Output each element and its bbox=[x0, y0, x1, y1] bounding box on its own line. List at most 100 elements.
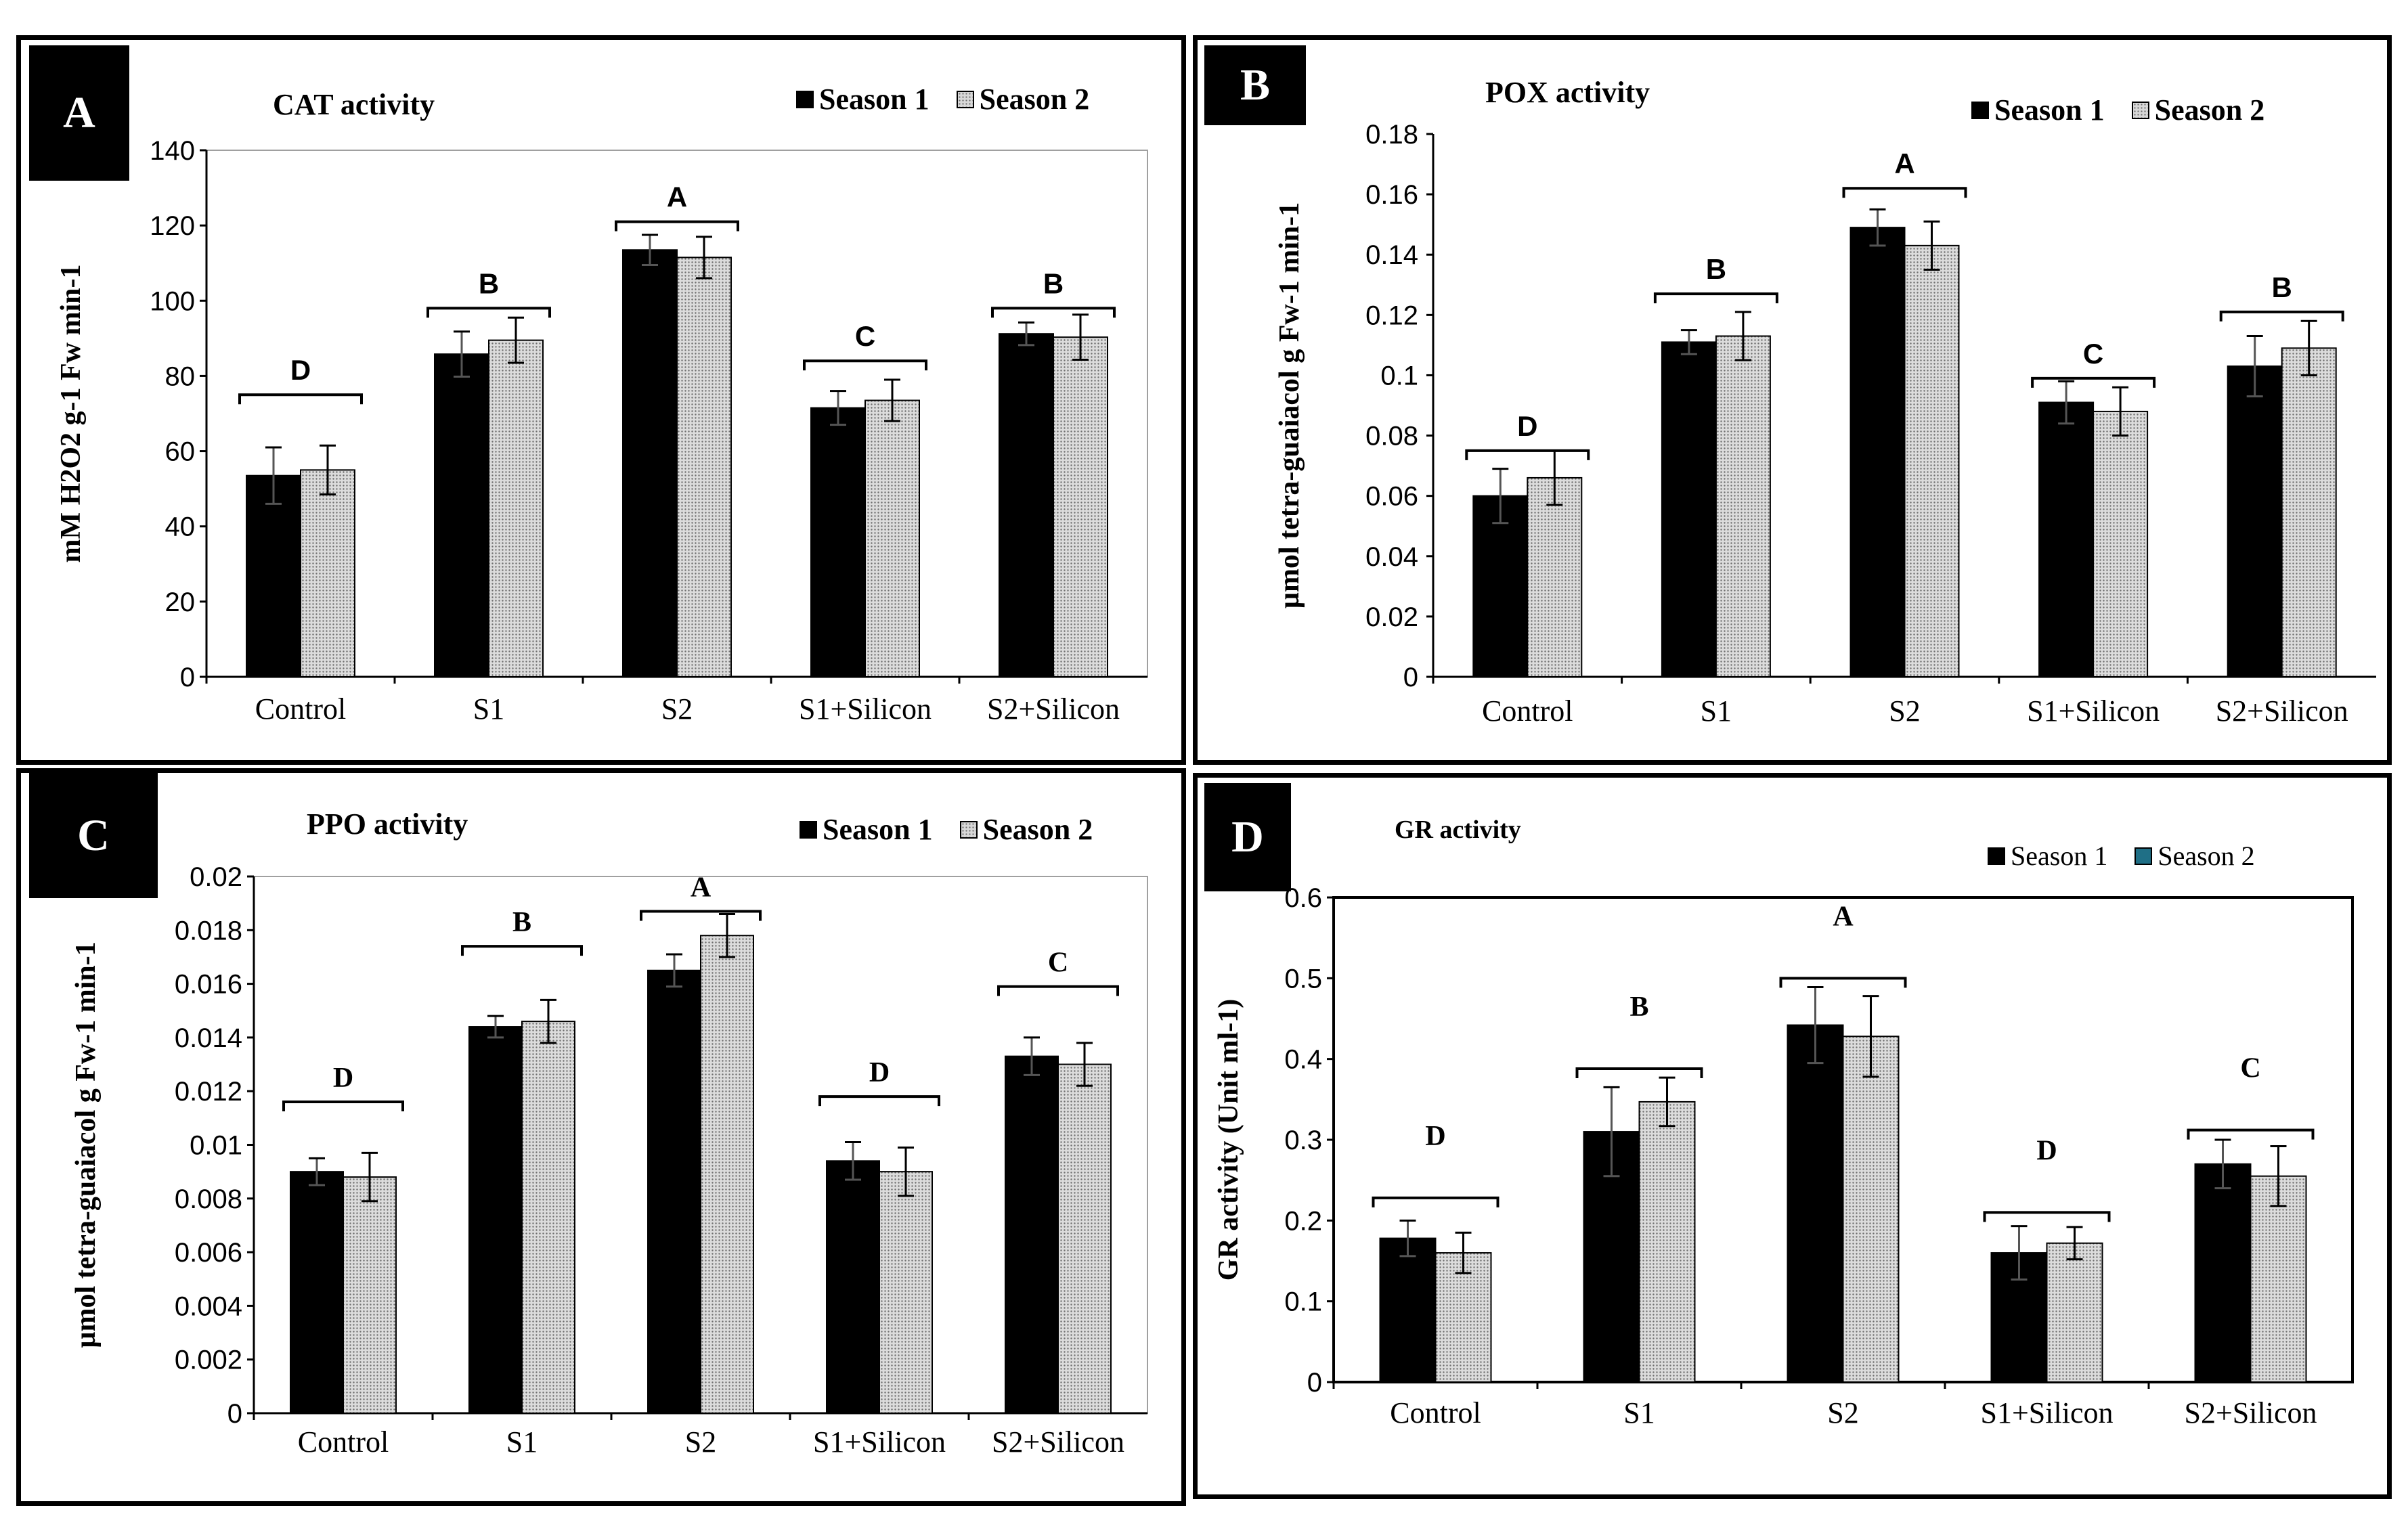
significance-bracket bbox=[461, 945, 583, 956]
legend-label-season-2: Season 2 bbox=[982, 813, 1093, 846]
panel-a: A CAT activity Season 1 Season 2 bbox=[16, 35, 1186, 765]
y-tick-label: 0 bbox=[1403, 663, 1418, 692]
y-tick-label: 0.16 bbox=[1365, 180, 1418, 210]
significance-bracket bbox=[426, 307, 551, 318]
significance-bracket bbox=[2219, 310, 2344, 321]
significance-letter: C bbox=[855, 320, 875, 352]
chart-title: POX activity bbox=[1485, 76, 1650, 109]
bar-season-2 bbox=[300, 469, 355, 677]
y-tick-label: 0.6 bbox=[1284, 883, 1322, 913]
category-label: Control bbox=[1390, 1396, 1481, 1429]
panel-c: C PPO activity Season 1 Season 2 bbox=[16, 768, 1186, 1506]
panel-label-b: B bbox=[1204, 45, 1306, 125]
y-tick-label: 0.02 bbox=[1365, 602, 1418, 632]
bar-season-2 bbox=[1904, 244, 1960, 678]
significance-bracket bbox=[818, 1095, 940, 1107]
y-tick-label: 80 bbox=[165, 361, 196, 391]
y-tick-label: 0.1 bbox=[1284, 1287, 1322, 1317]
category-label: S1+Silicon bbox=[2027, 694, 2160, 728]
category-label: S2 bbox=[1827, 1396, 1858, 1429]
bar-season-1 bbox=[1005, 1055, 1059, 1414]
significance-bracket bbox=[997, 985, 1119, 996]
significance-bracket bbox=[1842, 187, 1967, 198]
category-label: S1 bbox=[1701, 694, 1732, 728]
category-label: S2+Silicon bbox=[992, 1425, 1124, 1459]
category-label: Control bbox=[298, 1425, 389, 1459]
significance-bracket bbox=[282, 1101, 404, 1112]
bar-season-1 bbox=[1787, 1024, 1844, 1383]
legend-label-season-1: Season 1 bbox=[2011, 841, 2108, 871]
legend-swatch-season-2 bbox=[2135, 847, 2153, 865]
significance-letter: D bbox=[2036, 1135, 2057, 1166]
bar-season-2 bbox=[1715, 335, 1771, 677]
category-label: S1 bbox=[506, 1425, 538, 1459]
y-tick-label: 0.002 bbox=[175, 1346, 242, 1375]
y-tick-label: 140 bbox=[150, 136, 195, 166]
bar-season-2 bbox=[1527, 476, 1583, 678]
y-tick-label: 0.016 bbox=[175, 970, 242, 1000]
bar-season-1 bbox=[468, 1026, 523, 1415]
category-label: S2+Silicon bbox=[2216, 694, 2348, 728]
y-tick-label: 0.3 bbox=[1284, 1126, 1322, 1155]
y-tick-label: 0.5 bbox=[1284, 964, 1322, 994]
panel-label-c: C bbox=[29, 773, 158, 898]
bar-season-1 bbox=[1849, 227, 1906, 678]
significance-letter: C bbox=[1048, 948, 1068, 979]
bar-season-1 bbox=[2038, 401, 2095, 677]
panel-label-d: D bbox=[1204, 783, 1291, 891]
legend-label-season-1: Season 1 bbox=[823, 813, 933, 846]
y-tick-label: 0.4 bbox=[1284, 1045, 1322, 1075]
significance-letter: A bbox=[1833, 901, 1854, 932]
y-tick-label: 0.06 bbox=[1365, 482, 1418, 512]
bar-season-1 bbox=[246, 474, 301, 677]
y-tick-label: 0.2 bbox=[1284, 1206, 1322, 1236]
bar-season-2 bbox=[1053, 336, 1108, 677]
bar-season-1 bbox=[810, 407, 866, 678]
bar-season-1 bbox=[1661, 341, 1717, 677]
legend-label-season-2: Season 2 bbox=[2154, 93, 2265, 127]
significance-letter: D bbox=[869, 1057, 890, 1088]
significance-letter: D bbox=[333, 1063, 353, 1094]
bar-season-2 bbox=[1842, 1036, 1900, 1383]
legend-swatch-season-2 bbox=[956, 90, 974, 108]
significance-bracket bbox=[1779, 977, 1907, 988]
y-axis-label: mM H2O2 g-1 Fw min-1 bbox=[56, 265, 87, 563]
panel-label-a: A bbox=[29, 45, 129, 181]
category-label: S1+Silicon bbox=[1981, 1396, 2114, 1429]
legend-label-season-2: Season 2 bbox=[979, 83, 1090, 116]
bar-season-2 bbox=[2093, 410, 2149, 678]
significance-bracket bbox=[1372, 1196, 1499, 1207]
bar-season-2 bbox=[343, 1176, 397, 1414]
significance-letter: B bbox=[479, 267, 499, 299]
category-label: S1 bbox=[473, 692, 504, 726]
y-tick-label: 0.004 bbox=[175, 1291, 242, 1321]
y-tick-label: 0.006 bbox=[175, 1238, 242, 1268]
significance-letter: B bbox=[1629, 992, 1648, 1023]
significance-letter: C bbox=[2240, 1053, 2260, 1084]
bar-season-2 bbox=[676, 257, 732, 677]
y-tick-label: 0.14 bbox=[1365, 240, 1418, 270]
significance-bracket bbox=[1983, 1211, 2111, 1222]
category-label: S2 bbox=[685, 1425, 716, 1459]
significance-bracket bbox=[2031, 376, 2156, 388]
legend-label-season-1: Season 1 bbox=[1994, 93, 2105, 127]
bar-season-2 bbox=[1638, 1101, 1696, 1383]
category-label: S2 bbox=[1889, 694, 1920, 728]
significance-bracket bbox=[1575, 1067, 1703, 1078]
y-tick-label: 40 bbox=[165, 512, 196, 542]
bar-season-1 bbox=[622, 249, 678, 677]
bar-season-1 bbox=[826, 1160, 880, 1415]
chart-d: 0 0.1 0.2 0.3 0.4 0.5 0.6 GR activity (Unit ml-… bbox=[1213, 883, 2354, 1429]
bar-season-2 bbox=[879, 1171, 933, 1415]
significance-bracket bbox=[238, 393, 363, 405]
category-label: Control bbox=[255, 692, 346, 726]
bar-season-2 bbox=[700, 935, 754, 1414]
significance-letter: B bbox=[1706, 253, 1726, 285]
y-tick-label: 0.18 bbox=[1365, 120, 1418, 150]
chart-title: GR activity bbox=[1395, 816, 1521, 844]
bar-season-1 bbox=[2227, 365, 2283, 677]
significance-letter: B bbox=[512, 907, 531, 938]
legend-swatch-season-1 bbox=[1971, 101, 1989, 119]
y-tick-label: 0.08 bbox=[1365, 422, 1418, 451]
category-label: S1+Silicon bbox=[813, 1425, 946, 1459]
